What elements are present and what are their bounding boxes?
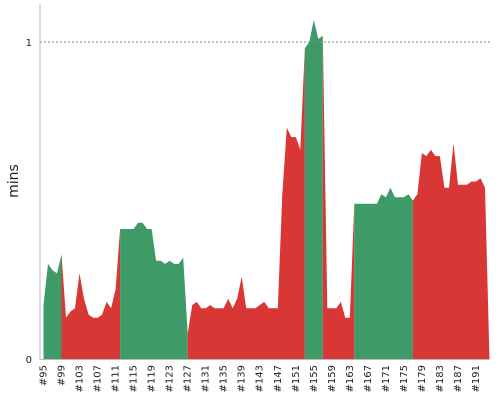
area-series xyxy=(43,19,490,360)
x-tick-label: #99 xyxy=(57,365,68,386)
area-segment-success-0 xyxy=(43,254,62,359)
x-tick-label: #127 xyxy=(183,365,194,392)
x-tick-label: #119 xyxy=(147,365,158,392)
x-tick-label: #179 xyxy=(417,365,428,392)
x-tick-label: #171 xyxy=(381,365,392,392)
x-tick-label: #135 xyxy=(219,365,230,392)
x-tick-label: #147 xyxy=(273,365,284,392)
x-tick-label: #191 xyxy=(471,365,482,392)
x-tick-label: #187 xyxy=(453,365,464,392)
x-tick-label: #175 xyxy=(399,365,410,392)
y-axis-label: mins xyxy=(6,164,22,198)
x-tick-label: #155 xyxy=(309,365,320,392)
axes xyxy=(39,4,490,360)
x-tick-label: #143 xyxy=(255,365,266,392)
area-segment-failure-3 xyxy=(187,48,305,360)
x-tick-label: #183 xyxy=(435,365,446,392)
area-segment-success-4 xyxy=(304,19,323,360)
x-tick-label: #159 xyxy=(327,365,338,392)
x-tick-label: #167 xyxy=(363,365,374,392)
x-tick-label: #111 xyxy=(111,365,122,392)
x-tick-label: #151 xyxy=(291,365,302,392)
x-tick-label: #131 xyxy=(201,365,212,392)
y-tick-label: 1 xyxy=(26,38,32,49)
x-tick-label: #123 xyxy=(165,365,176,392)
area-segment-failure-5 xyxy=(322,35,355,359)
x-tick-label: #95 xyxy=(39,365,50,386)
y-tick-labels: 01 xyxy=(26,38,32,366)
area-segment-failure-7 xyxy=(412,143,490,359)
x-tick-labels: #95 #99 #103 #107 #111 #115 #119 #123 #127 #131 #1… xyxy=(39,365,483,392)
x-tick-label: #139 xyxy=(237,365,248,392)
x-tick-label: #107 xyxy=(93,365,104,392)
area-segment-success-2 xyxy=(120,222,188,359)
x-tick-label: #115 xyxy=(129,365,140,392)
y-tick-label: 0 xyxy=(26,355,32,366)
area-segment-success-6 xyxy=(354,187,413,359)
area-segment-failure-1 xyxy=(61,229,121,359)
x-tick-label: #163 xyxy=(345,365,356,392)
x-tick-label: #103 xyxy=(75,365,86,392)
